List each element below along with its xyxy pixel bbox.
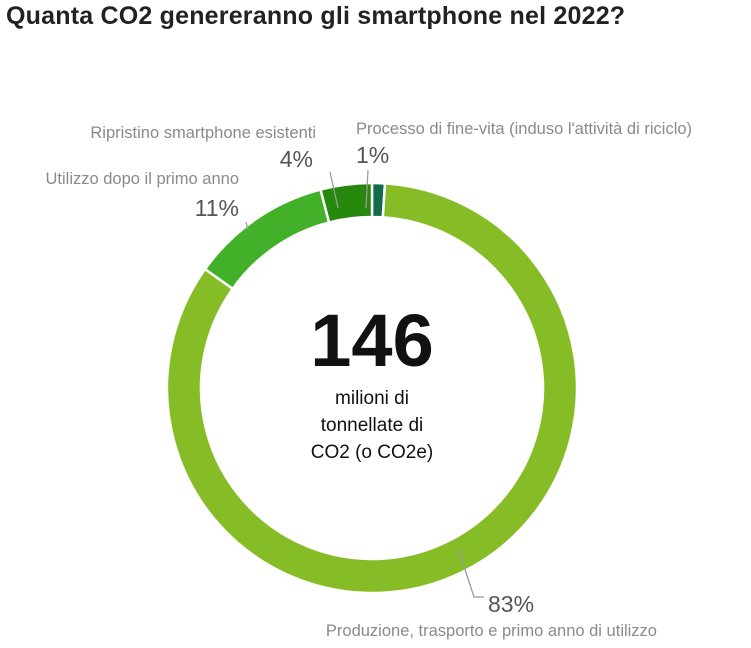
slice-percent-end-of-life: 1% (356, 142, 389, 168)
leader-use-after-first-year (245, 221, 249, 231)
slice-percent-production: 83% (488, 591, 534, 617)
slice-refurbish (318, 181, 374, 225)
center-total-value: 146 (310, 299, 433, 382)
leader-production (457, 547, 484, 598)
slice-label-end-of-life: Processo di fine-vita (induso l'attività… (356, 120, 692, 138)
leader-end-of-life (365, 169, 369, 209)
slice-label-refurbish: Ripristino smartphone esistenti (90, 124, 316, 142)
leader-refurbish (329, 171, 339, 209)
chart-title: Quanta CO2 genereranno gli smartphone ne… (6, 2, 626, 30)
center-unit-line-2: tonnellate di (321, 415, 423, 436)
center-unit-line-3: CO2 (o CO2e) (311, 442, 433, 463)
center-unit-line-1: milioni di (335, 388, 409, 409)
slice-percent-use-after-first-year: 11% (195, 195, 239, 221)
slice-label-use-after-first-year: Utilizzo dopo il primo anno (45, 170, 239, 188)
slice-percent-refurbish: 4% (280, 146, 313, 172)
slice-label-production: Produzione, trasporto e primo anno di ut… (326, 622, 657, 640)
leader-lines (245, 169, 484, 598)
donut-slices (165, 181, 579, 595)
slice-production (165, 182, 579, 595)
